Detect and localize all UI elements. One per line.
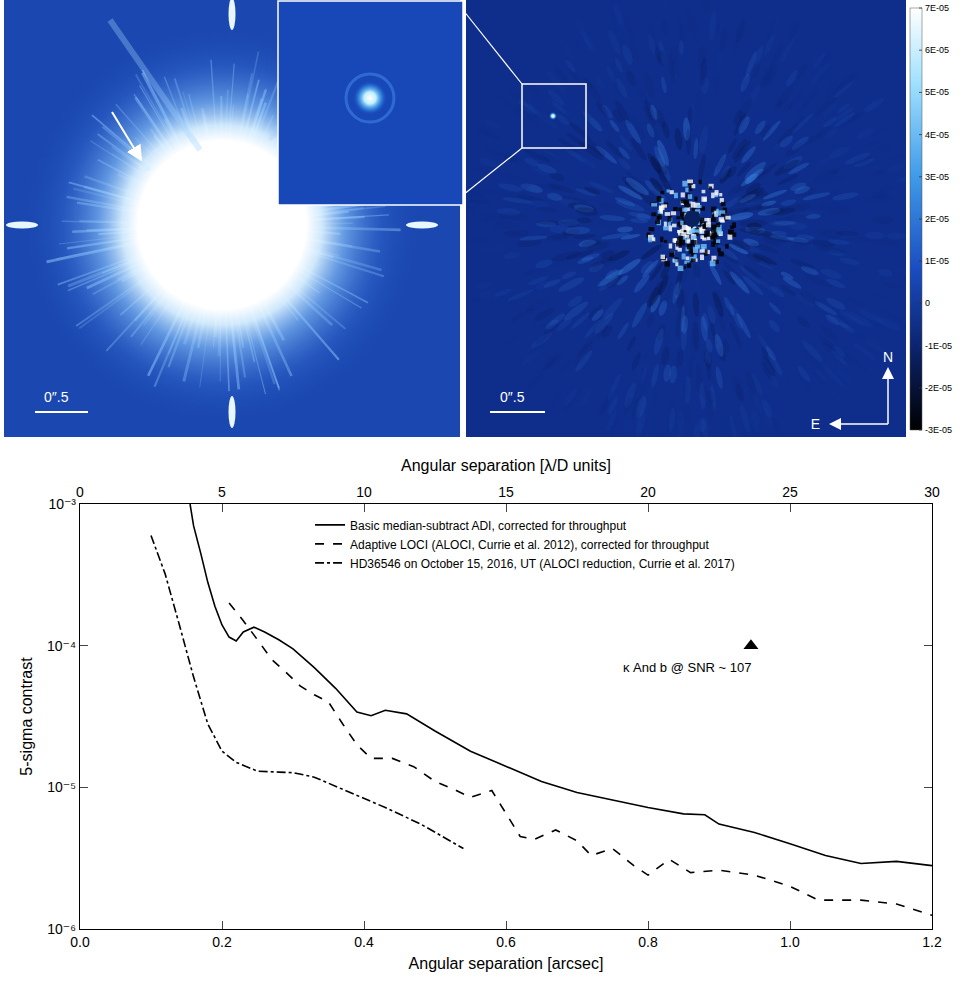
svg-text:Angular separation [λ/D units]: Angular separation [λ/D units]: [401, 457, 611, 474]
svg-text:5E-05: 5E-05: [925, 87, 949, 97]
svg-text:10⁻⁶: 10⁻⁶: [47, 921, 76, 937]
svg-text:Basic median-subtract ADI, cor: Basic median-subtract ADI, corrected for…: [350, 519, 627, 533]
svg-text:10: 10: [356, 484, 372, 500]
svg-text:30: 30: [924, 484, 940, 500]
svg-text:20: 20: [640, 484, 656, 500]
svg-text:0.4: 0.4: [354, 934, 374, 950]
svg-text:1E-05: 1E-05: [925, 256, 949, 266]
svg-text:0″.5: 0″.5: [500, 389, 525, 405]
svg-text:κ And b @ SNR ~ 107: κ And b @ SNR ~ 107: [623, 660, 751, 675]
svg-text:7E-05: 7E-05: [925, 3, 949, 13]
svg-text:25: 25: [782, 484, 798, 500]
svg-text:4E-05: 4E-05: [925, 130, 949, 140]
svg-text:5: 5: [218, 484, 226, 500]
svg-text:1.0: 1.0: [780, 934, 800, 950]
svg-text:0″.5: 0″.5: [44, 389, 69, 405]
svg-text:2E-05: 2E-05: [925, 214, 949, 224]
svg-text:E: E: [811, 416, 820, 432]
svg-text:Angular separation [arcsec]: Angular separation [arcsec]: [409, 955, 604, 972]
svg-text:-1E-05: -1E-05: [925, 341, 952, 351]
svg-text:10⁻⁴: 10⁻⁴: [47, 638, 76, 654]
svg-text:10⁻⁵: 10⁻⁵: [47, 779, 76, 795]
svg-text:0.2: 0.2: [212, 934, 232, 950]
svg-text:-3E-05: -3E-05: [925, 425, 952, 435]
svg-text:-2E-05: -2E-05: [925, 383, 952, 393]
svg-text:6E-05: 6E-05: [925, 45, 949, 55]
svg-text:HD36546 on October 15, 2016, U: HD36546 on October 15, 2016, UT (ALOCI r…: [350, 557, 735, 571]
svg-text:0.0: 0.0: [70, 934, 90, 950]
svg-text:3E-05: 3E-05: [925, 172, 949, 182]
svg-text:1.2: 1.2: [922, 934, 942, 950]
svg-text:0.6: 0.6: [496, 934, 516, 950]
svg-text:0: 0: [76, 484, 84, 500]
svg-text:N: N: [883, 349, 893, 365]
svg-text:15: 15: [498, 484, 514, 500]
svg-text:10⁻³: 10⁻³: [48, 496, 76, 512]
svg-text:5-sigma contrast: 5-sigma contrast: [18, 657, 35, 776]
svg-text:0.8: 0.8: [638, 934, 658, 950]
svg-text:Adaptive LOCI (ALOCI, Currie e: Adaptive LOCI (ALOCI, Currie et al. 2012…: [350, 538, 710, 552]
svg-text:0: 0: [925, 298, 930, 308]
